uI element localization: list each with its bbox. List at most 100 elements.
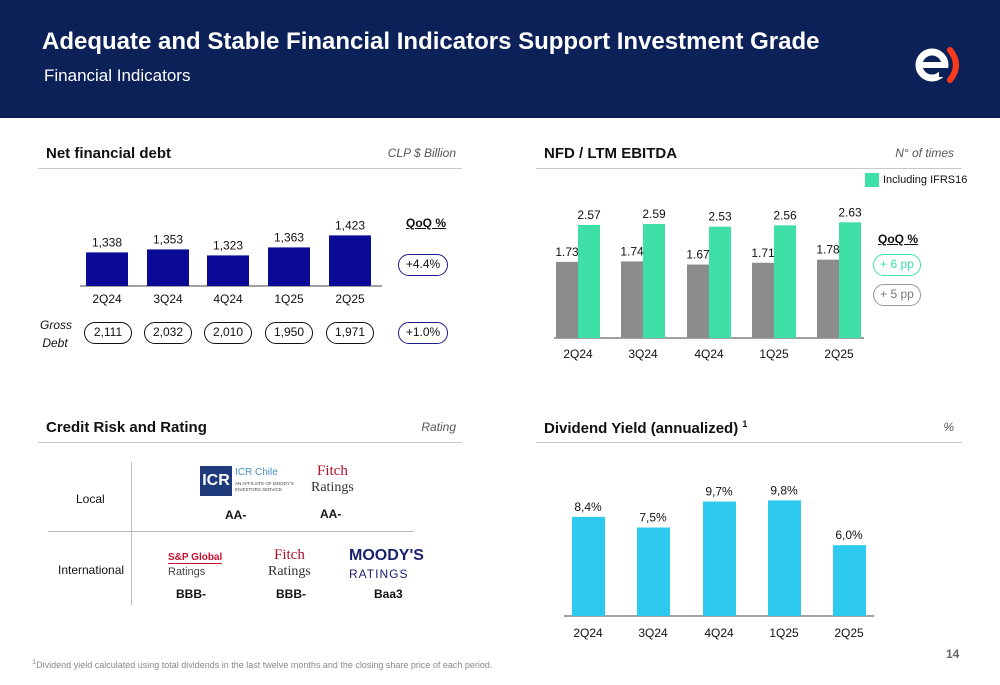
dividend-bar <box>703 501 736 616</box>
rating-divider <box>38 442 462 443</box>
moodys-grade: Baa3 <box>374 587 403 601</box>
rating-international-label: International <box>58 563 125 577</box>
net-debt-x-tick: 1Q25 <box>274 292 304 306</box>
dividend-bar-label: 9,7% <box>705 485 733 499</box>
legend-label: Including IFRS16 <box>883 174 968 186</box>
dividend-bar-label: 9,8% <box>770 483 798 497</box>
nfd-ebitda-chart: 1.73 2.57 2Q24 1.74 2.59 3Q24 1.67 2.53 4Q24 1.71… <box>554 205 864 361</box>
sp-grade: BBB- <box>176 587 206 601</box>
dividend-bar-label: 7,5% <box>639 511 667 525</box>
dividend-bar <box>572 516 605 616</box>
moodys-logo-sub: RATINGS <box>349 567 409 581</box>
nfd-ebitda-grey-bar <box>621 261 643 338</box>
nfd-ebitda-grey-label: 1.78 <box>816 243 840 257</box>
rating-vertical-divider <box>131 462 132 605</box>
net-debt-bar-label: 1,323 <box>213 238 243 252</box>
nfd-ebitda-unit: N° of times <box>895 146 954 160</box>
nfd-ebitda-green-label: 2.59 <box>642 207 666 221</box>
sp-logo: S&P Global <box>168 552 223 564</box>
nfd-ebitda-title: NFD / LTM EBITDA <box>544 145 678 162</box>
icr-logo: ICR <box>200 466 232 496</box>
nfd-ebitda-grey-bar <box>752 262 774 338</box>
dividend-title: Dividend Yield (annualized) 1 <box>544 419 747 437</box>
dividend-divider <box>536 442 962 443</box>
nfd-ebitda-grey-label: 1.73 <box>555 245 579 259</box>
icr-logo-sub2: INVESTORS SERVICE <box>235 487 282 492</box>
gross-debt-pill: 2,032 <box>144 322 192 344</box>
nfd-ebitda-x-tick: 2Q25 <box>824 347 854 361</box>
net-debt-bar-label: 1,363 <box>274 230 304 244</box>
header-banner <box>0 0 1000 118</box>
gross-debt-pill: 2,010 <box>204 322 252 344</box>
dividend-x-tick: 2Q24 <box>573 626 603 640</box>
gross-debt-pill: 1,971 <box>326 322 374 344</box>
nfd-ebitda-grey-label: 1.71 <box>751 246 775 260</box>
dividend-unit: % <box>943 420 954 434</box>
nfd-qoq-green-badge: + 6 pp <box>873 254 921 276</box>
net-debt-bar-label: 1,338 <box>92 235 122 249</box>
dividend-bar <box>833 545 866 616</box>
fitch-intl-grade: BBB- <box>276 587 306 601</box>
page-number: 14 <box>946 647 960 661</box>
gross-debt-pill: 1,950 <box>265 322 313 344</box>
net-debt-qoq-badge: +4.4% <box>398 254 448 276</box>
net-debt-title: Net financial debt <box>46 145 172 162</box>
dividend-x-tick: 2Q25 <box>834 626 864 640</box>
nfd-ebitda-green-label: 2.53 <box>708 210 732 224</box>
dividend-footnote-mark: 1 <box>742 419 748 429</box>
net-debt-chart: 1,338 2Q24 1,353 3Q24 1,323 4Q24 1,363 1Q25 1,42… <box>80 218 382 306</box>
dividend-x-tick: 1Q25 <box>769 626 799 640</box>
nfd-ebitda-green-label: 2.56 <box>773 208 797 222</box>
net-debt-divider <box>38 168 462 169</box>
footnote-mark: 1 <box>32 657 37 666</box>
dividend-bar-label: 6,0% <box>835 528 863 542</box>
dividend-bar-label: 8,4% <box>574 500 602 514</box>
dividend-x-tick: 4Q24 <box>704 626 734 640</box>
icr-logo-sub1: AN AFFILIATE OF MOODY'S <box>235 481 294 486</box>
net-debt-qoq-label: QoQ % <box>406 216 447 230</box>
rating-unit: Rating <box>421 420 456 434</box>
net-debt-x-tick: 4Q24 <box>213 292 243 306</box>
net-debt-bar-label: 1,423 <box>335 218 365 232</box>
fitch-local-logo: Fitch <box>317 463 348 479</box>
footnote-text: Dividend yield calculated using total di… <box>36 660 493 670</box>
nfd-ebitda-grey-bar <box>687 264 709 338</box>
net-debt-bar-label: 1,353 <box>153 232 183 246</box>
icr-grade: AA- <box>225 508 247 522</box>
nfd-ebitda-divider <box>536 168 962 169</box>
fitch-local-logo-sub: Ratings <box>311 480 354 495</box>
net-debt-bar <box>268 247 310 286</box>
dividend-bar <box>768 500 801 616</box>
rating-horizontal-divider <box>48 531 414 532</box>
dividend-title-text: Dividend Yield (annualized) <box>544 420 739 437</box>
icr-logo-name: ICR Chile <box>235 467 278 478</box>
nfd-ebitda-x-tick: 1Q25 <box>759 347 789 361</box>
sp-logo-sub: Ratings <box>168 566 206 578</box>
gross-debt-pill: 2,111 <box>84 322 132 344</box>
gross-debt-label-2: Debt <box>42 336 68 350</box>
nfd-ebitda-x-tick: 3Q24 <box>628 347 658 361</box>
nfd-ebitda-green-label: 2.63 <box>838 205 862 219</box>
nfd-ebitda-grey-label: 1.74 <box>620 244 644 258</box>
gross-debt-label-1: Gross <box>40 318 73 332</box>
dividend-bar <box>637 527 670 616</box>
footnote: 1Dividend yield calculated using total d… <box>32 657 492 670</box>
nfd-ebitda-green-bar <box>578 224 600 338</box>
nfd-ebitda-grey-bar <box>556 261 578 338</box>
nfd-ebitda-green-bar <box>774 225 796 338</box>
nfd-ebitda-grey-bar <box>817 259 839 338</box>
nfd-ebitda-x-tick: 2Q24 <box>563 347 593 361</box>
nfd-ebitda-grey-label: 1.67 <box>686 248 710 262</box>
rating-title: Credit Risk and Rating <box>46 419 207 436</box>
net-debt-x-tick: 2Q25 <box>335 292 365 306</box>
net-debt-bar <box>147 249 189 286</box>
moodys-logo: MOODY'S <box>349 547 424 564</box>
fitch-local-grade: AA- <box>320 507 342 521</box>
net-debt-bar <box>329 235 371 286</box>
fitch-intl-logo: Fitch <box>274 547 305 563</box>
nfd-qoq-grey-badge: + 5 pp <box>873 284 921 306</box>
brand-logo-icon <box>915 47 959 83</box>
net-debt-x-tick: 3Q24 <box>153 292 183 306</box>
nfd-ebitda-green-label: 2.57 <box>577 208 601 222</box>
dividend-x-tick: 3Q24 <box>638 626 668 640</box>
